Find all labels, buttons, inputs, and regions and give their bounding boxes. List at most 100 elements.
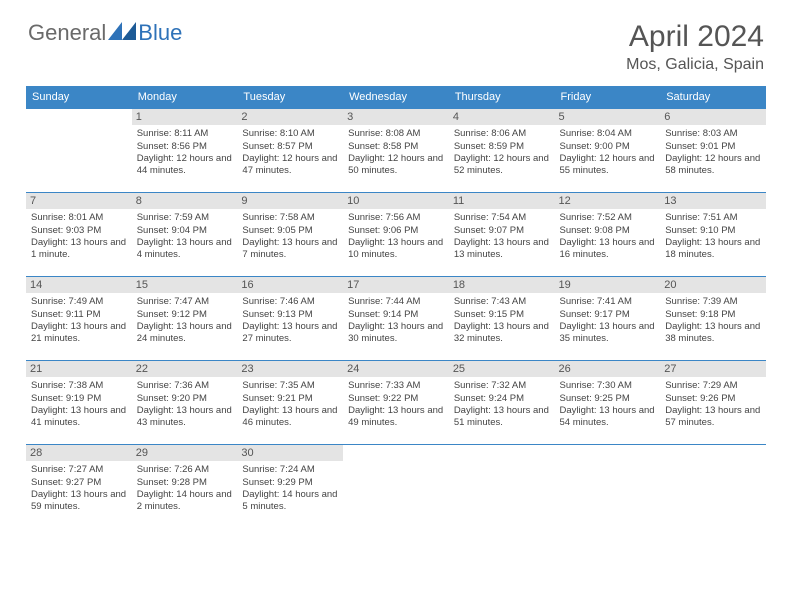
sun-info-line: Sunset: 9:07 PM	[454, 225, 550, 237]
weekday-header: Saturday	[660, 86, 766, 109]
weekday-header: Friday	[555, 86, 661, 109]
sun-info-line: Daylight: 13 hours and 32 minutes.	[454, 321, 550, 346]
day-number: 1	[132, 109, 238, 125]
calendar-week-row: 14Sunrise: 7:49 AMSunset: 9:11 PMDayligh…	[26, 277, 766, 361]
sun-info-line: Daylight: 12 hours and 50 minutes.	[348, 153, 444, 178]
sun-info-line: Sunrise: 8:11 AM	[137, 128, 233, 140]
day-number: 6	[660, 109, 766, 125]
calendar-cell: 22Sunrise: 7:36 AMSunset: 9:20 PMDayligh…	[132, 361, 238, 445]
sun-info-line: Daylight: 13 hours and 35 minutes.	[560, 321, 656, 346]
sun-info-line: Sunset: 9:04 PM	[137, 225, 233, 237]
weekday-header: Tuesday	[237, 86, 343, 109]
sun-info-line: Sunset: 9:19 PM	[31, 393, 127, 405]
sun-info-line: Sunset: 9:22 PM	[348, 393, 444, 405]
calendar-cell	[343, 445, 449, 529]
calendar-cell: 1Sunrise: 8:11 AMSunset: 8:56 PMDaylight…	[132, 109, 238, 193]
sun-info-line: Sunset: 9:05 PM	[242, 225, 338, 237]
sun-info-line: Sunrise: 7:47 AM	[137, 296, 233, 308]
sun-info-line: Sunrise: 7:26 AM	[137, 464, 233, 476]
sun-info-line: Sunrise: 7:33 AM	[348, 380, 444, 392]
calendar-cell: 10Sunrise: 7:56 AMSunset: 9:06 PMDayligh…	[343, 193, 449, 277]
day-number: 10	[343, 193, 449, 209]
weekday-header: Thursday	[449, 86, 555, 109]
logo-text-general: General	[28, 20, 106, 46]
sun-info-line: Sunset: 9:24 PM	[454, 393, 550, 405]
calendar-cell	[26, 109, 132, 193]
sun-info-line: Daylight: 13 hours and 41 minutes.	[31, 405, 127, 430]
day-number: 8	[132, 193, 238, 209]
day-number: 4	[449, 109, 555, 125]
sun-info-line: Sunset: 9:29 PM	[242, 477, 338, 489]
sun-info-line: Daylight: 13 hours and 7 minutes.	[242, 237, 338, 262]
sun-info-line: Sunrise: 7:51 AM	[665, 212, 761, 224]
calendar-table: SundayMondayTuesdayWednesdayThursdayFrid…	[26, 86, 766, 529]
calendar-cell: 17Sunrise: 7:44 AMSunset: 9:14 PMDayligh…	[343, 277, 449, 361]
sun-info-line: Sunrise: 7:29 AM	[665, 380, 761, 392]
sun-info-line: Sunset: 9:14 PM	[348, 309, 444, 321]
sun-info-line: Daylight: 12 hours and 58 minutes.	[665, 153, 761, 178]
calendar-cell: 21Sunrise: 7:38 AMSunset: 9:19 PMDayligh…	[26, 361, 132, 445]
day-number: 12	[555, 193, 661, 209]
sun-info-line: Sunrise: 8:08 AM	[348, 128, 444, 140]
day-number: 30	[237, 445, 343, 461]
day-number: 27	[660, 361, 766, 377]
sun-info-line: Daylight: 13 hours and 49 minutes.	[348, 405, 444, 430]
day-number: 29	[132, 445, 238, 461]
sun-info-line: Sunrise: 7:43 AM	[454, 296, 550, 308]
sun-info-line: Sunset: 9:21 PM	[242, 393, 338, 405]
day-number: 3	[343, 109, 449, 125]
day-number: 25	[449, 361, 555, 377]
calendar-cell: 23Sunrise: 7:35 AMSunset: 9:21 PMDayligh…	[237, 361, 343, 445]
calendar-cell: 14Sunrise: 7:49 AMSunset: 9:11 PMDayligh…	[26, 277, 132, 361]
sun-info-line: Sunset: 9:01 PM	[665, 141, 761, 153]
day-number: 24	[343, 361, 449, 377]
day-number: 14	[26, 277, 132, 293]
day-number: 9	[237, 193, 343, 209]
day-number: 28	[26, 445, 132, 461]
sun-info-line: Daylight: 13 hours and 43 minutes.	[137, 405, 233, 430]
sun-info-line: Sunset: 9:26 PM	[665, 393, 761, 405]
sun-info-line: Sunrise: 7:27 AM	[31, 464, 127, 476]
sun-info-line: Sunrise: 8:03 AM	[665, 128, 761, 140]
sun-info-line: Sunset: 9:10 PM	[665, 225, 761, 237]
calendar-cell: 27Sunrise: 7:29 AMSunset: 9:26 PMDayligh…	[660, 361, 766, 445]
calendar-cell: 3 Sunrise: 8:08 AMSunset: 8:58 PMDaylight…	[343, 109, 449, 193]
weekday-header: Wednesday	[343, 86, 449, 109]
day-number: 19	[555, 277, 661, 293]
calendar-cell	[555, 445, 661, 529]
calendar-cell: 19Sunrise: 7:41 AMSunset: 9:17 PMDayligh…	[555, 277, 661, 361]
sun-info-line: Sunrise: 8:01 AM	[31, 212, 127, 224]
sun-info-line: Sunrise: 8:04 AM	[560, 128, 656, 140]
calendar-week-row: 7Sunrise: 8:01 AMSunset: 9:03 PMDaylight…	[26, 193, 766, 277]
calendar-cell: 6 Sunrise: 8:03 AMSunset: 9:01 PMDaylight…	[660, 109, 766, 193]
day-number: 26	[555, 361, 661, 377]
sun-info-line: Sunset: 9:00 PM	[560, 141, 656, 153]
sun-info-line: Sunset: 8:57 PM	[242, 141, 338, 153]
page-header: General Blue April 2024 Mos, Galicia, Sp…	[0, 0, 792, 80]
weekday-header: Sunday	[26, 86, 132, 109]
sun-info-line: Sunset: 9:27 PM	[31, 477, 127, 489]
day-number: 17	[343, 277, 449, 293]
sun-info-line: Sunrise: 8:06 AM	[454, 128, 550, 140]
sun-info-line: Sunrise: 7:52 AM	[560, 212, 656, 224]
sun-info-line: Daylight: 12 hours and 44 minutes.	[137, 153, 233, 178]
calendar-cell	[449, 445, 555, 529]
day-number: 5	[555, 109, 661, 125]
sun-info-line: Daylight: 12 hours and 55 minutes.	[560, 153, 656, 178]
day-number: 22	[132, 361, 238, 377]
sun-info-line: Sunset: 9:06 PM	[348, 225, 444, 237]
calendar-cell: 29Sunrise: 7:26 AMSunset: 9:28 PMDayligh…	[132, 445, 238, 529]
calendar-cell: 5 Sunrise: 8:04 AMSunset: 9:00 PMDaylight…	[555, 109, 661, 193]
sun-info-line: Sunset: 9:03 PM	[31, 225, 127, 237]
sun-info-line: Daylight: 13 hours and 30 minutes.	[348, 321, 444, 346]
sun-info-line: Daylight: 13 hours and 4 minutes.	[137, 237, 233, 262]
day-number: 15	[132, 277, 238, 293]
sun-info-line: Sunrise: 7:39 AM	[665, 296, 761, 308]
sun-info-line: Sunrise: 7:41 AM	[560, 296, 656, 308]
calendar-cell: 18Sunrise: 7:43 AMSunset: 9:15 PMDayligh…	[449, 277, 555, 361]
weekday-header: Monday	[132, 86, 238, 109]
logo: General Blue	[28, 20, 182, 46]
sun-info-line: Sunset: 9:18 PM	[665, 309, 761, 321]
calendar-cell: 4Sunrise: 8:06 AMSunset: 8:59 PMDaylight…	[449, 109, 555, 193]
sun-info-line: Sunset: 8:58 PM	[348, 141, 444, 153]
